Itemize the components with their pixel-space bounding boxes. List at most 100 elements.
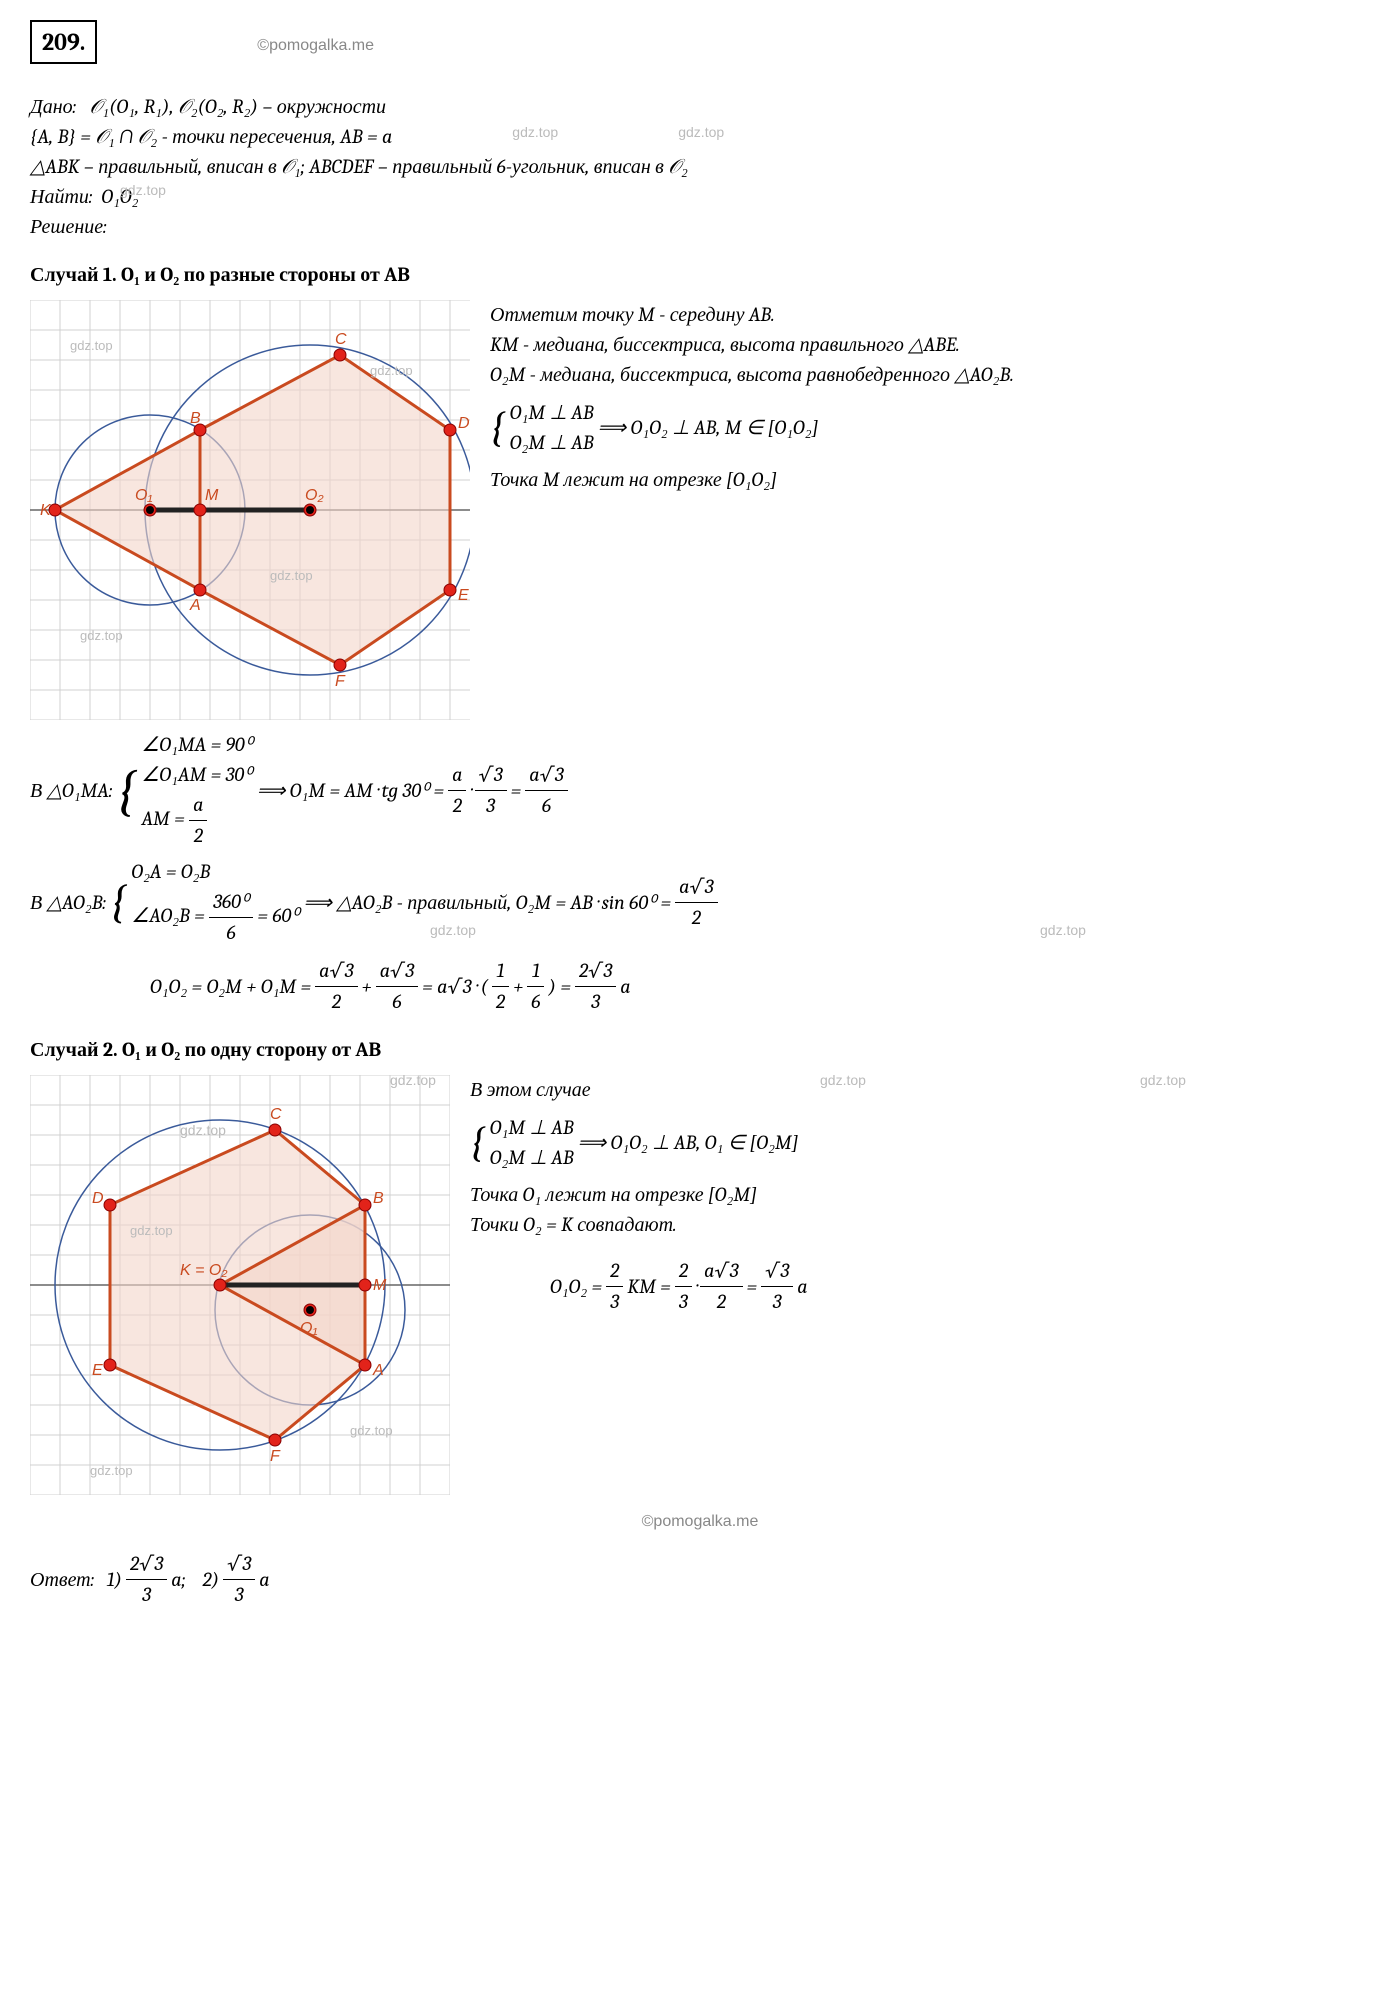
ans2-tail: a: [259, 1565, 269, 1595]
c1b2a: ∠O₁MA = 90⁰: [141, 733, 252, 756]
svg-text:gdz.top: gdz.top: [130, 1223, 173, 1238]
gdz-wm: gdz.top: [512, 122, 558, 152]
diagram1-container: KO₁MO₂BACDEFgdz.topgdz.topgdz.topgdz.top: [30, 300, 470, 720]
c2-imp: ⟹ O₁O₂ ⊥ AB, O₁ ∈ [O₂M]: [578, 1128, 799, 1158]
svg-text:O₂: O₂: [305, 487, 324, 504]
c1sd3: 2: [492, 987, 509, 1017]
svg-text:C: C: [335, 331, 347, 348]
case1-t3: O₂M - медиана, биссектриса, высота равно…: [490, 360, 1370, 390]
case1-deriv-o1ma: В △O₁MA: { ∠O₁MA = 90⁰ ∠O₁AM = 30⁰ AM = …: [30, 730, 1370, 851]
c1sd1: 2: [315, 987, 357, 1017]
c2r-eq: =: [747, 1272, 758, 1302]
c1s-eq1: = a√3 · (: [422, 972, 488, 1002]
given-text1: 𝒪₁(O₁, R₁), 𝒪₂(O₂, R₂) – окружности: [89, 95, 386, 118]
c1d2-prefix: В △AO₂B:: [30, 888, 106, 918]
c1sn4: 1: [527, 956, 544, 987]
c1b2c-lhs: AM =: [141, 807, 184, 830]
c2b1b: O₂M ⊥ AB: [490, 1146, 574, 1169]
case1-sum: O₁O₂ = O₂M + O₁M = a√32 + a√36 = a√3 · (…: [150, 956, 1370, 1017]
c1d2n: a√3: [675, 872, 717, 903]
ans1-pre: 1): [107, 1565, 122, 1595]
gdz-wm: gdz.top: [678, 122, 724, 152]
svg-text:M: M: [373, 1277, 387, 1294]
case1-text-block: Отметим точку M - середину AB. KM - меди…: [490, 300, 1370, 495]
case1-brace1: { O₁M ⊥ AB O₂M ⊥ AB ⟹ O₁O₂ ⊥ AB, M ∈ [O₁…: [490, 396, 1370, 459]
c2rd2: 3: [675, 1287, 692, 1317]
svg-text:gdz.top: gdz.top: [350, 1423, 393, 1438]
c1sn5: 2√3: [575, 956, 616, 987]
gdz-wm: gdz.top: [1140, 1070, 1186, 1091]
problem-number: 209.: [30, 20, 97, 64]
svg-text:F: F: [270, 1448, 281, 1465]
given-text3: △ABK – правильный, вписан в 𝒪₁; ABCDEF –…: [30, 152, 1370, 182]
c1d1n2: √3: [475, 760, 507, 791]
svg-text:B: B: [373, 1190, 384, 1207]
svg-text:M: M: [205, 487, 219, 504]
find-label: Найти:: [30, 185, 93, 208]
diagram2-svg: BAMO₁K = O₂CDEFgdz.topgdz.topgdz.top: [30, 1075, 450, 1495]
case1-title: Случай 1. O₁ и O₂ по разные стороны от A…: [30, 260, 1370, 290]
svg-text:gdz.top: gdz.top: [270, 568, 313, 583]
gdz-wm: gdz.top: [430, 920, 476, 941]
c1sd4: 6: [527, 987, 544, 1017]
answer-line: Ответ: 1) 2√33 a; 2) √33 a: [30, 1549, 1370, 1610]
svg-text:gdz.top: gdz.top: [370, 363, 413, 378]
c1b3b-den: 6: [209, 918, 253, 948]
case2-t2: Точка O₁ лежит на отрезке [O₂M]: [470, 1180, 1370, 1210]
c1b2c-den: 2: [189, 821, 207, 851]
gdz-wm: gdz.top: [390, 1070, 436, 1091]
diagram1-svg: KO₁MO₂BACDEFgdz.topgdz.topgdz.topgdz.top: [30, 300, 470, 720]
c1sn2: a√3: [376, 956, 418, 987]
c2rn4: √3: [761, 1256, 793, 1287]
c2rn3: a√3: [700, 1256, 742, 1287]
svg-text:C: C: [270, 1106, 282, 1123]
c1s-pre: O₁O₂ = O₂M + O₁M =: [150, 972, 311, 1002]
c1sn1: a√3: [315, 956, 357, 987]
case2-t3: Точки O₂ = K совпадают.: [470, 1210, 1370, 1240]
case2-text-block: В этом случае { O₁M ⊥ AB O₂M ⊥ AB ⟹ O₁O₂…: [470, 1075, 1370, 1317]
c1sd5: 3: [575, 987, 616, 1017]
c2rd3: 2: [700, 1287, 742, 1317]
given-line1: Дано: 𝒪₁(O₁, R₁), 𝒪₂(O₂, R₂) – окружност…: [30, 92, 1370, 122]
svg-text:O₁: O₁: [135, 487, 153, 504]
copyright-top: ©pomogalka.me: [257, 34, 374, 58]
svg-text:D: D: [92, 1190, 104, 1207]
gdz-wm: gdz.top: [180, 1120, 226, 1141]
c1s-plus2: +: [513, 972, 523, 1002]
svg-text:F: F: [335, 673, 346, 690]
c1d1d1: 2: [448, 791, 466, 821]
c1d1p1: ⟹ O₁M = AM · tg 30⁰ =: [257, 776, 444, 806]
given-label: Дано:: [30, 95, 76, 118]
case1-t1: Отметим точку M - середину AB.: [490, 300, 1370, 330]
ans2-pre: 2): [203, 1565, 220, 1595]
c1sn3: 1: [492, 956, 509, 987]
case1-t4: Точка M лежит на отрезке [O₁O₂]: [490, 465, 1370, 495]
c1b3b-num: 360⁰: [209, 887, 253, 918]
c1b3b-lhs: ∠AO₂B =: [131, 904, 204, 927]
c1b2b: ∠O₁AM = 30⁰: [141, 763, 252, 786]
svg-text:A: A: [189, 597, 201, 614]
c2b1a: O₁M ⊥ AB: [490, 1116, 574, 1139]
case1-b1a: O₁M ⊥ AB: [510, 401, 594, 424]
case2-t1: В этом случае: [470, 1075, 1370, 1105]
c1d2d: 2: [675, 903, 717, 933]
case1-b1b: O₂M ⊥ AB: [510, 431, 594, 454]
c2r-mid: KM =: [627, 1272, 670, 1302]
case1-deriv-ao2b: В △AO₂B: { O₂A = O₂B ∠AO₂B = 360⁰6 = 60⁰…: [30, 857, 1370, 948]
svg-text:gdz.top: gdz.top: [80, 628, 123, 643]
ans1n: 2√3: [126, 1549, 167, 1580]
svg-text:gdz.top: gdz.top: [90, 1463, 133, 1478]
c2r-tail: a: [797, 1272, 807, 1302]
given-text2: {A, B} = 𝒪₁ ∩ 𝒪₂ - точки пересечения, AB…: [30, 122, 392, 152]
svg-text:K = O₂: K = O₂: [180, 1262, 227, 1279]
case1-t2: KM - медиана, биссектриса, высота правил…: [490, 330, 1370, 360]
case2-result: O₁O₂ = 23 KM = 23 · a√32 = √33 a: [550, 1256, 1370, 1317]
c1s-plus: +: [362, 972, 372, 1002]
c1b3a: O₂A = O₂B: [131, 860, 210, 883]
svg-text:A: A: [372, 1362, 384, 1379]
gdz-wm: gdz.top: [120, 180, 166, 201]
case1-imp1: ⟹ O₁O₂ ⊥ AB, M ∈ [O₁O₂]: [598, 413, 819, 443]
c1d1d3: 6: [525, 791, 567, 821]
c2rd4: 3: [761, 1287, 793, 1317]
c1s-close: ) =: [548, 972, 570, 1002]
